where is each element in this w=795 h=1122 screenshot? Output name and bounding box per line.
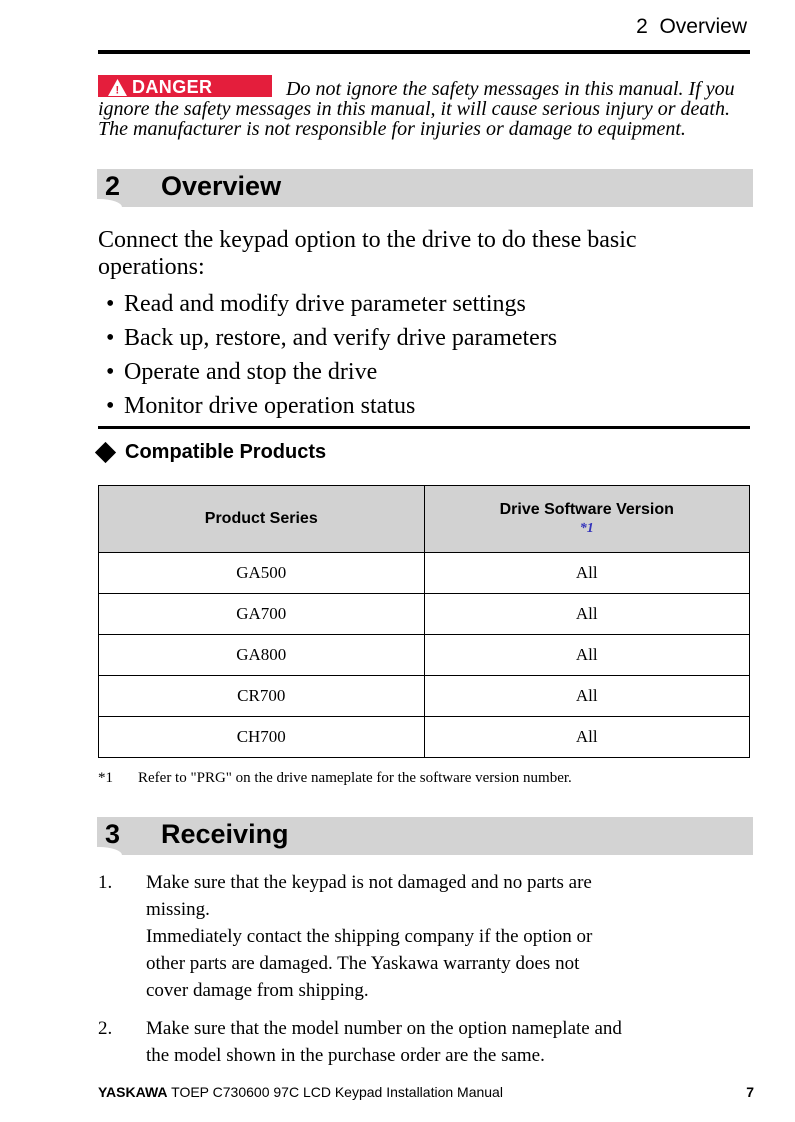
svg-text:!: !	[115, 84, 119, 96]
